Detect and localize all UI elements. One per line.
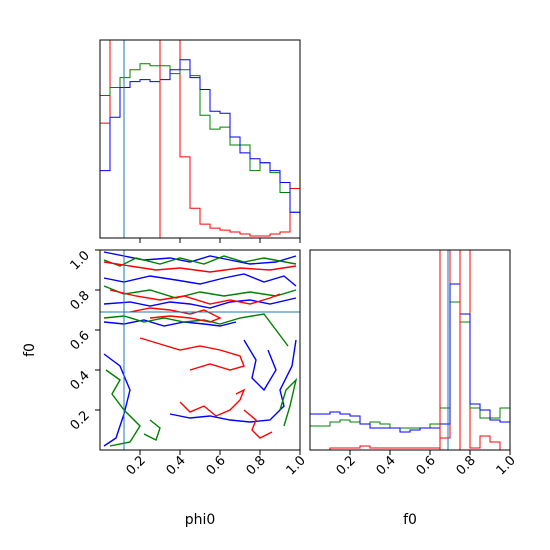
f0-hist-blue [310, 283, 510, 450]
contour-green-11 [143, 419, 161, 441]
f0-xtick-label: 0.2 [334, 453, 359, 478]
f0-ytick-label: 0.4 [68, 368, 93, 393]
contour-blue-6 [243, 339, 277, 392]
x-axis-label-phi0: phi0 [185, 512, 216, 528]
f0-ytick-label: 0.6 [68, 328, 93, 353]
f0-xtick-label: 0.6 [414, 453, 439, 478]
f0-ytick-label: 1.0 [68, 248, 93, 273]
contour-blue-0 [103, 251, 297, 265]
contour-blue-4 [103, 353, 131, 447]
contour-green-9 [103, 313, 289, 347]
phi0-f0-contour-frame [99, 249, 301, 451]
contour-red-14 [109, 289, 281, 305]
phi0-xtick-label: 0.4 [164, 453, 189, 478]
phi0-xtick-label: 0.6 [204, 453, 229, 478]
contour-red-17 [179, 388, 246, 417]
f0-xtick-label: 0.4 [374, 453, 399, 478]
contour-red-16 [139, 337, 245, 371]
f0-hist-green [310, 301, 510, 450]
f0-ytick-label: 0.2 [68, 408, 93, 433]
contour-blue-2 [103, 297, 297, 309]
phi0-hist-blue [100, 59, 300, 238]
phi0-xtick-label: 0.8 [244, 453, 269, 478]
y-axis-label-f0: f0 [22, 343, 38, 357]
f0-histogram-panel: 0.2 0.4 0.6 0.8 1.0 [309, 249, 519, 478]
f0-hist-red [310, 250, 510, 450]
f0-xtick-label: 0.8 [454, 453, 479, 478]
contour-blue-5 [169, 339, 297, 423]
contour-blue-1 [103, 273, 297, 287]
f0-histogram-frame [309, 249, 511, 451]
contour-green-10 [105, 369, 141, 447]
contour-green-7 [103, 255, 297, 267]
phi0-f0-contour-panel: 0.2 0.4 0.6 0.8 1.0 0.2 0.4 0.6 0.8 1.0 [68, 248, 309, 478]
phi0-xtick-label: 1.0 [284, 453, 309, 478]
contour-blue-3 [103, 319, 237, 327]
x-axis-label-f0: f0 [403, 512, 417, 528]
contour-red-13 [103, 261, 297, 273]
contour-green-8 [103, 285, 297, 299]
phi0-hist-red [100, 40, 300, 238]
contour-red-18 [243, 409, 273, 439]
phi0-xtick-label: 0.2 [124, 453, 149, 478]
f0-ytick-label: 0.8 [68, 288, 93, 313]
contour-green-12 [279, 377, 298, 427]
f0-xtick-label: 1.0 [494, 453, 519, 478]
contour-red-15 [129, 307, 222, 323]
phi0-histogram-panel [99, 39, 301, 243]
phi0-histogram-frame [99, 39, 301, 239]
